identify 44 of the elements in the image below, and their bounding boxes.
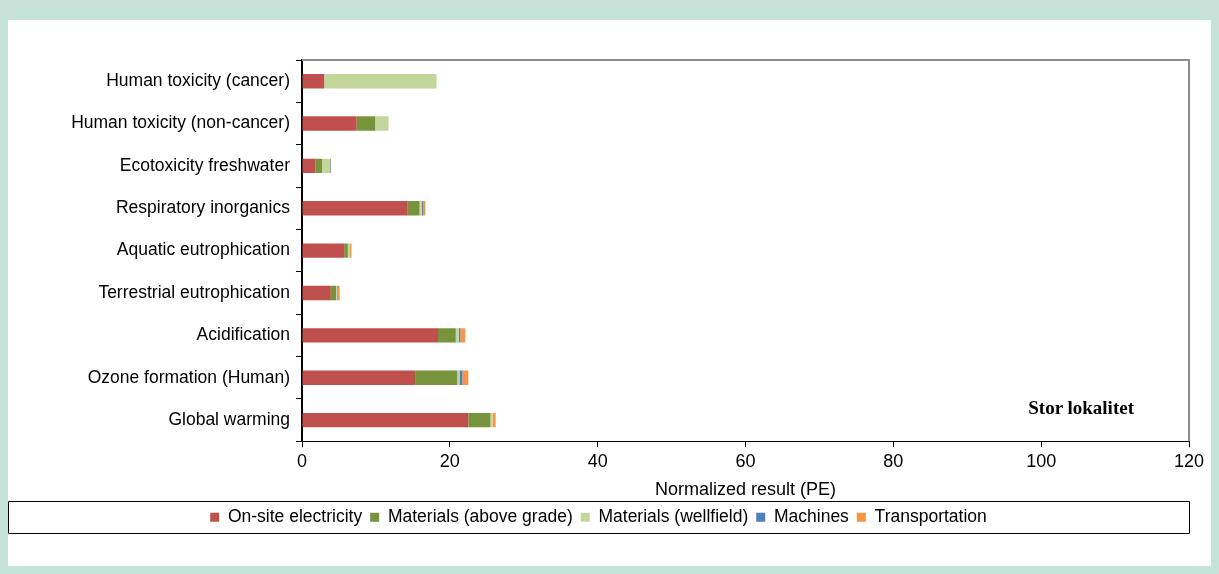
bar [356,116,376,131]
y-tick-label: Ecotoxicity freshwater [119,154,291,175]
bar [438,328,456,343]
annotation: Stor lokalitet [1028,397,1135,419]
y-tick-label: Acidification [196,324,290,345]
bar [460,328,466,343]
x-tick-label: 60 [735,451,756,472]
y-tick-label: Human toxicity (non-cancer) [71,112,290,133]
y-tick-label: Terrestrial eutrophication [98,281,290,302]
bar [407,201,420,216]
bar [302,73,325,89]
legend-label: On-site electricity [227,506,363,527]
x-tick-label: 100 [1026,451,1057,472]
x-tick-label: 120 [1173,451,1205,472]
y-tick-label: Aquatic eutrophication [116,239,290,260]
y-tick-label: Global warming [168,408,290,429]
x-tick-label: 80 [883,451,904,472]
bar [324,73,437,89]
legend-label: Materials (above grade) [387,506,573,527]
legend-label: Machines [773,506,850,527]
bar [462,370,469,385]
x-axis-title: Normalized result (PE) [654,478,837,499]
bar [302,370,416,385]
bar [302,201,408,216]
bar [302,285,331,301]
bar [468,412,491,428]
bar [315,158,322,174]
bar [321,158,331,174]
x-tick-label: 40 [587,451,608,472]
bar [302,412,469,428]
legend-label: Transportation [874,506,987,527]
y-tick-label: Respiratory inorganics [115,197,291,218]
bar [302,158,316,174]
y-tick-label: Human toxicity (cancer) [106,70,290,91]
x-tick-label: 0 [296,451,308,472]
y-tick-label: Ozone formation (Human) [87,366,290,387]
bar [302,328,439,343]
bar [330,285,336,301]
bar [415,370,458,385]
legend-label: Materials (wellfield) [598,506,749,527]
bar [375,116,389,131]
bar [302,243,345,258]
x-tick-label: 20 [439,451,460,472]
bar [302,116,357,131]
